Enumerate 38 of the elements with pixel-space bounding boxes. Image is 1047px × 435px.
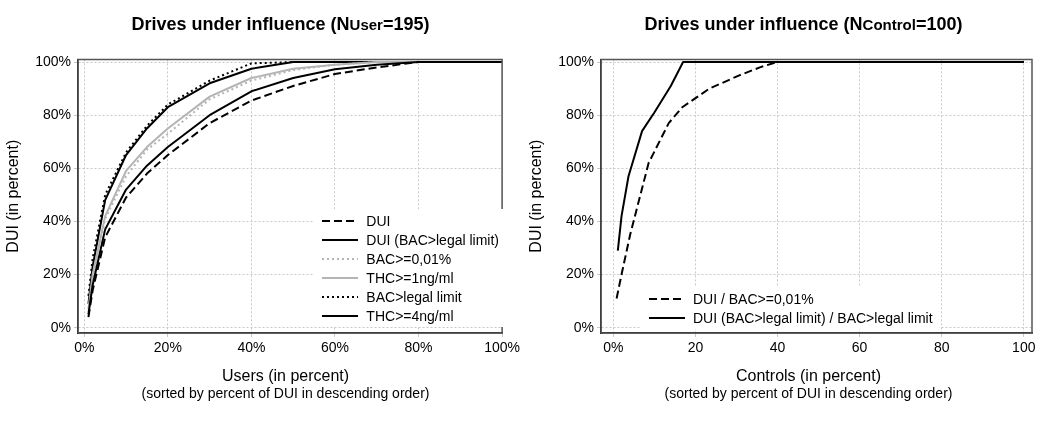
- x-tick-label: 100%: [484, 339, 520, 356]
- y-tick-label: 40%: [565, 212, 594, 229]
- y-tick-label: 60%: [42, 159, 71, 176]
- x-tick-label: 0%: [603, 339, 624, 356]
- y-tick-label: 0%: [573, 318, 594, 335]
- y-tick-label: 20%: [42, 265, 71, 282]
- y-tick-label: 80%: [42, 106, 71, 123]
- x-tick-label: 60%: [320, 339, 349, 356]
- x-axis-title: Users (in percent): [220, 367, 351, 385]
- y-tick-label: 60%: [565, 159, 594, 176]
- legend-label: DUI (BAC>legal limit): [366, 231, 499, 248]
- x-tick-label: 40: [769, 339, 786, 356]
- legend-label: DUI (BAC>legal limit) / BAC>legal limit: [693, 309, 933, 326]
- text: (sorted by percent of DUI in descending order): [140, 385, 431, 401]
- legend-label: BAC>legal limit: [366, 288, 462, 305]
- y-tick-label: 80%: [565, 106, 594, 123]
- text: (sorted by percent of DUI in descending order): [663, 385, 954, 401]
- x-axis-title: Controls (in percent): [735, 367, 882, 385]
- x-tick-label: 0%: [74, 339, 95, 356]
- y-tick-label: 0%: [50, 318, 71, 335]
- y-tick-label: 40%: [42, 212, 71, 229]
- x-tick-label: 60: [851, 339, 868, 356]
- legend-label: DUI / BAC>=0,01%: [693, 290, 814, 307]
- legend-label: THC>=1ng/ml: [366, 269, 454, 286]
- y-tick-label: 20%: [565, 265, 594, 282]
- y-tick-label: 100%: [35, 52, 71, 69]
- legend-label: DUI: [366, 212, 391, 229]
- x-tick-label: 20%: [153, 339, 182, 356]
- legend-label: BAC>=0,01%: [366, 250, 452, 267]
- y-tick-label: 100%: [558, 52, 594, 69]
- legend-label: THC>=4ng/ml: [366, 307, 454, 324]
- x-tick-label: 40%: [237, 339, 266, 356]
- x-tick-label: 80%: [404, 339, 433, 356]
- y-axis-title: DUI (in percent): [527, 139, 545, 253]
- x-tick-label: 100: [1012, 339, 1036, 356]
- x-tick-label: 20: [687, 339, 704, 356]
- y-axis-title: DUI (in percent): [4, 139, 22, 253]
- x-tick-label: 80: [933, 339, 950, 356]
